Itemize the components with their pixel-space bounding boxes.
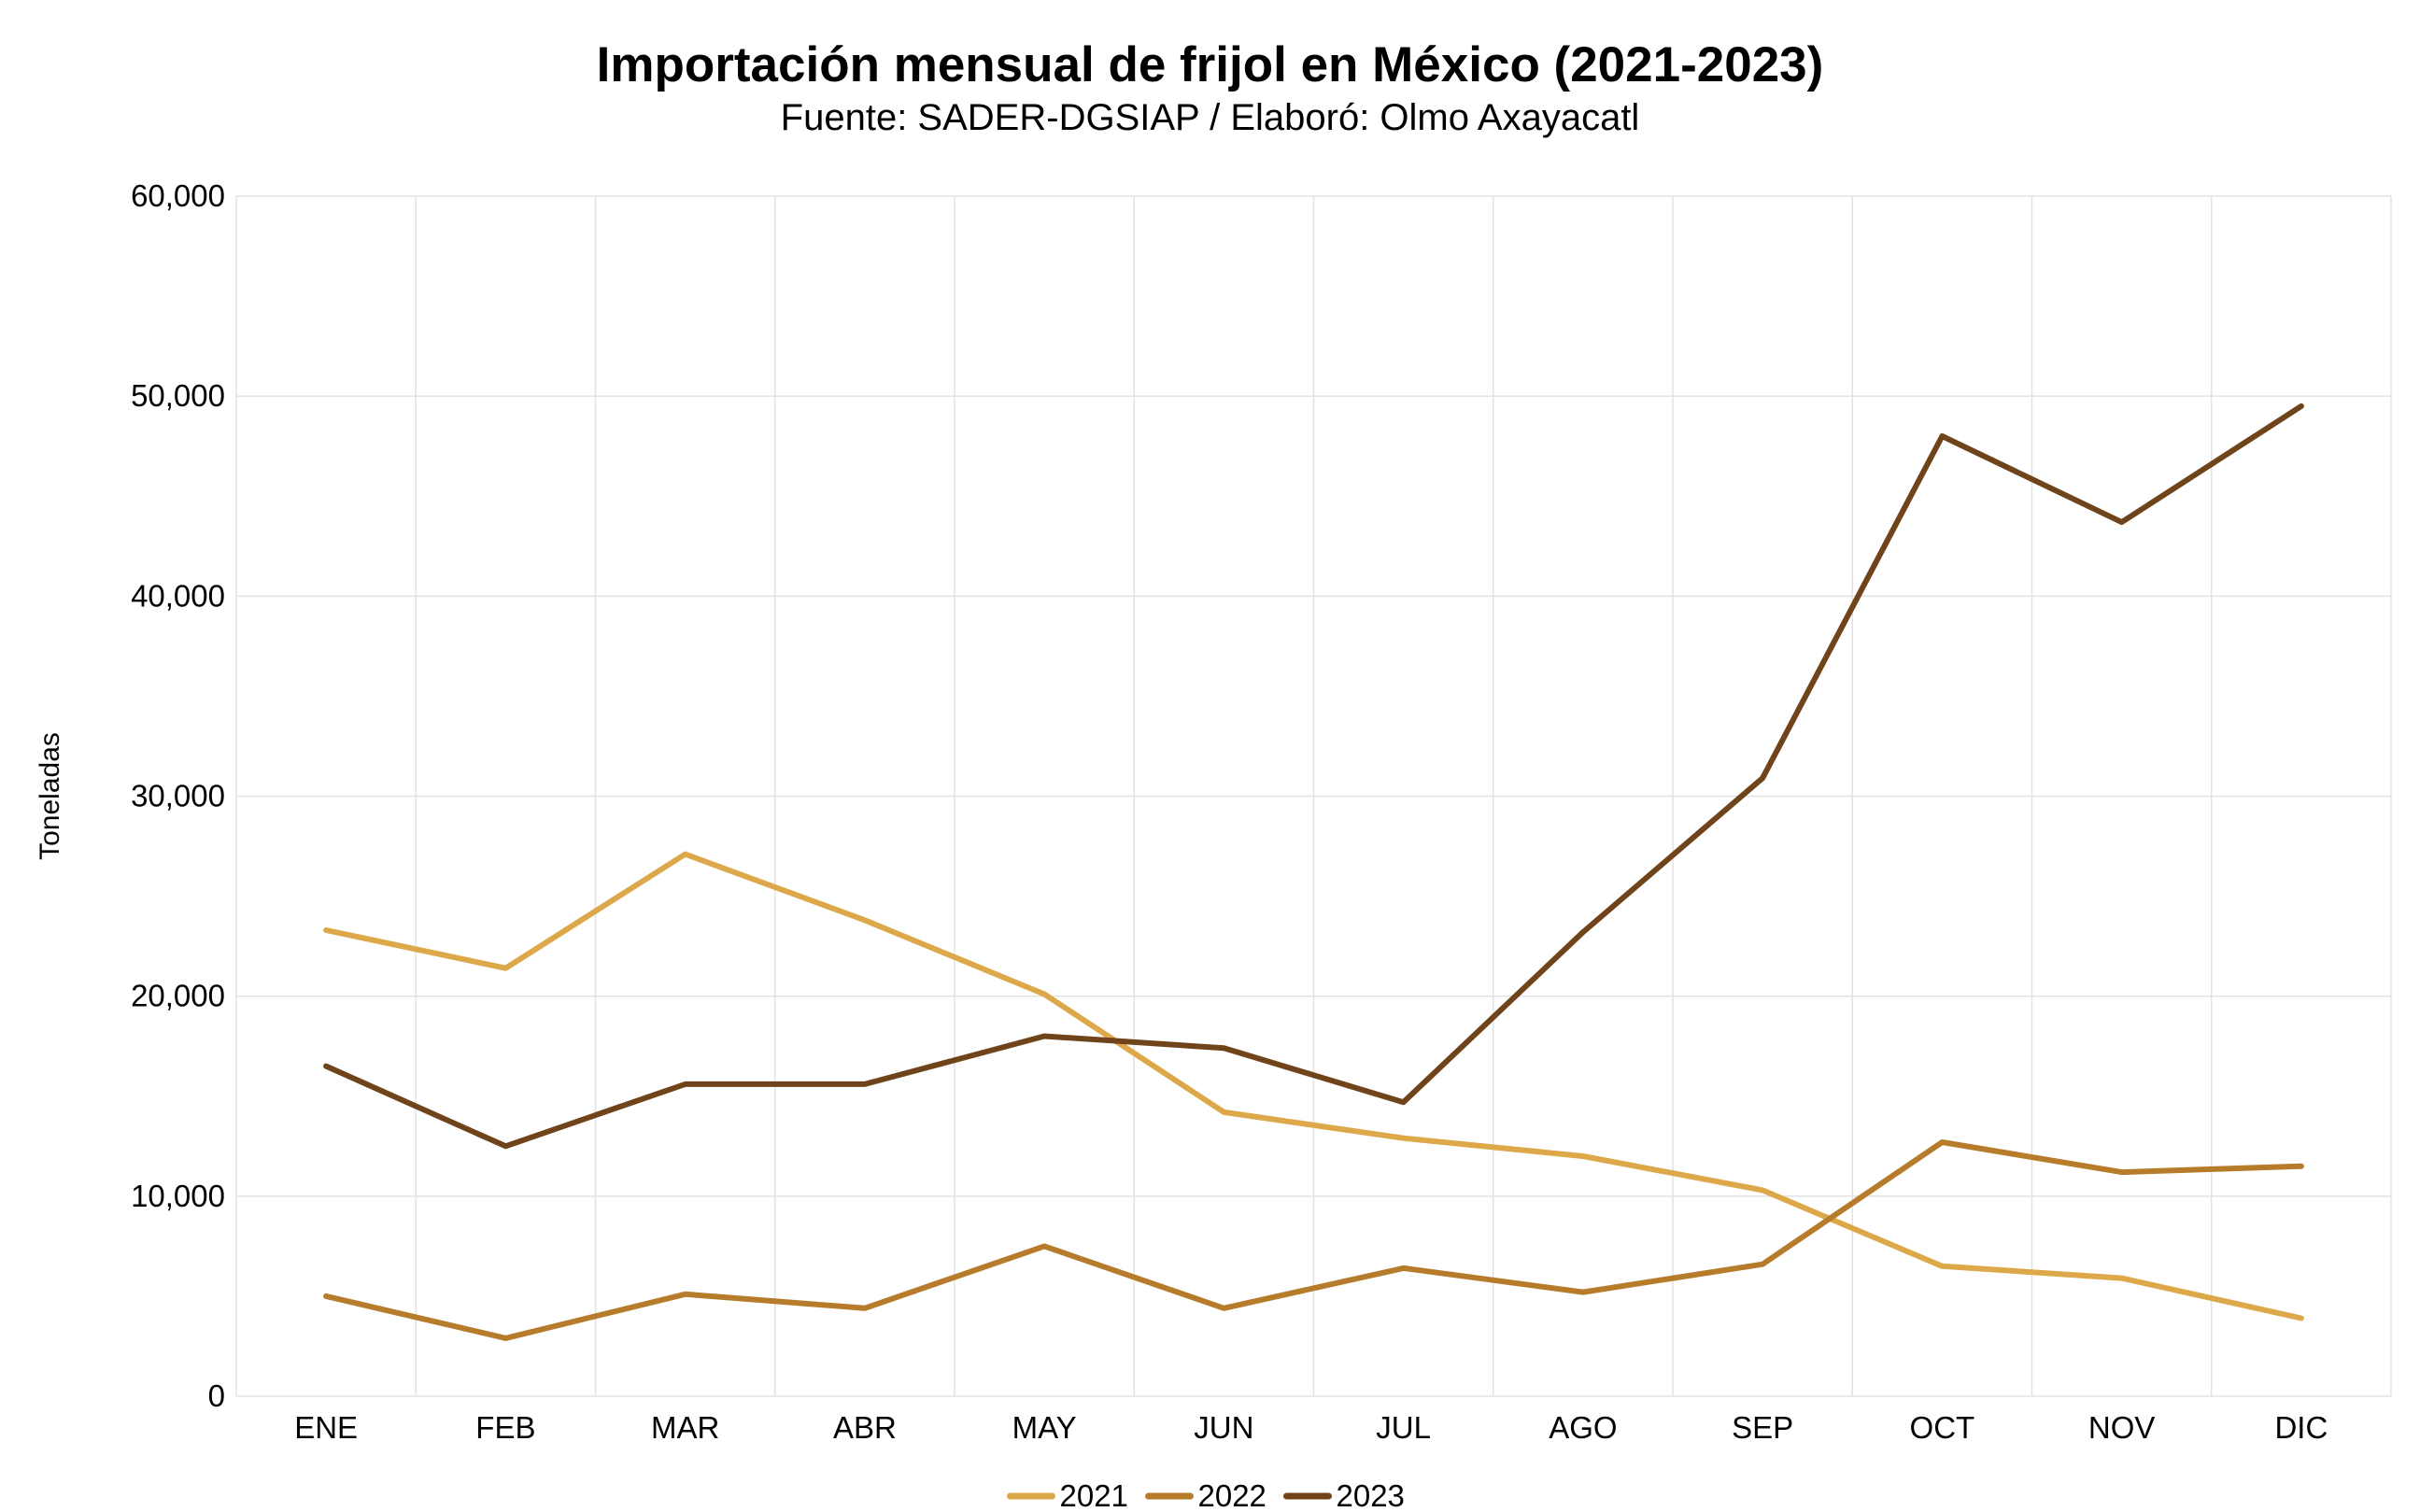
gridlines bbox=[235, 195, 2392, 1397]
legend-label-2021: 2021 bbox=[1060, 1478, 1128, 1512]
x-tick-label: NOV bbox=[2088, 1410, 2156, 1445]
x-tick-label: OCT bbox=[1910, 1410, 1975, 1445]
chart-subtitle: Fuente: SADER-DGSIAP / Elaboró: Olmo Axa… bbox=[780, 97, 1640, 138]
series-lines bbox=[323, 403, 2304, 1341]
x-tick-label: FEB bbox=[475, 1410, 535, 1445]
y-axis-label: Toneladas bbox=[35, 732, 65, 860]
y-tick-label: 20,000 bbox=[131, 979, 225, 1013]
y-tick-label: 60,000 bbox=[131, 178, 225, 213]
y-tick-label: 10,000 bbox=[131, 1179, 225, 1213]
x-tick-label: ENE bbox=[294, 1410, 358, 1445]
x-tick-label: ABR bbox=[833, 1410, 897, 1445]
y-tick-label: 0 bbox=[208, 1378, 225, 1413]
x-tick-label: JUN bbox=[1194, 1410, 1253, 1445]
x-tick-label: DIC bbox=[2274, 1410, 2328, 1445]
axes: 0 10,000 20,000 30,000 40,000 50,000 60,000 ENE… bbox=[35, 178, 2328, 1445]
legend-label-2023: 2023 bbox=[1337, 1478, 1405, 1512]
x-tick-label: MAR bbox=[651, 1410, 719, 1445]
series-line-2021 bbox=[323, 851, 2304, 1321]
y-tick-label: 30,000 bbox=[131, 779, 225, 813]
chart-title: Importación mensual de frijol en México … bbox=[596, 37, 1824, 92]
x-tick-label: SEP bbox=[1732, 1410, 1793, 1445]
x-tick-label: JUL bbox=[1376, 1410, 1431, 1445]
y-tick-label: 40,000 bbox=[131, 578, 225, 613]
x-tick-label: MAY bbox=[1012, 1410, 1077, 1445]
series-line-2022 bbox=[323, 1139, 2304, 1341]
x-tick-label: AGO bbox=[1549, 1410, 1617, 1445]
y-tick-label: 50,000 bbox=[131, 378, 225, 413]
legend: 2021 2022 2023 bbox=[1007, 1478, 1405, 1512]
series-line-2023 bbox=[323, 403, 2304, 1150]
legend-label-2022: 2022 bbox=[1198, 1478, 1267, 1512]
